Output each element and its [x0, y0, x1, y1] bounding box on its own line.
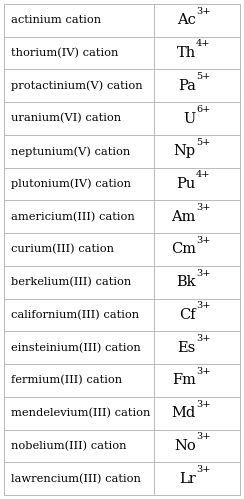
Text: actinium cation: actinium cation	[11, 15, 101, 25]
Text: 5+: 5+	[196, 72, 211, 81]
Text: 3+: 3+	[196, 367, 211, 376]
Text: 3+: 3+	[196, 465, 211, 474]
Text: Cm: Cm	[171, 243, 196, 256]
Text: thorium(IV) cation: thorium(IV) cation	[11, 48, 118, 58]
Text: Md: Md	[172, 406, 196, 420]
Text: 3+: 3+	[196, 236, 211, 245]
Text: 6+: 6+	[196, 105, 211, 114]
Text: berkelium(III) cation: berkelium(III) cation	[11, 277, 131, 287]
Text: 3+: 3+	[196, 432, 211, 441]
Text: Th: Th	[177, 46, 196, 60]
Text: Es: Es	[178, 341, 196, 355]
Text: 3+: 3+	[196, 203, 211, 212]
Text: 4+: 4+	[196, 39, 211, 48]
Text: 3+: 3+	[196, 268, 211, 277]
Text: Pa: Pa	[178, 79, 196, 93]
Text: 3+: 3+	[196, 334, 211, 343]
Text: No: No	[174, 439, 196, 453]
Text: U: U	[184, 112, 196, 126]
Text: 3+: 3+	[196, 6, 211, 15]
Text: lawrencium(III) cation: lawrencium(III) cation	[11, 474, 141, 484]
Text: plutonium(IV) cation: plutonium(IV) cation	[11, 179, 131, 189]
Text: 5+: 5+	[196, 138, 211, 147]
Text: neptunium(V) cation: neptunium(V) cation	[11, 146, 130, 157]
Text: americium(III) cation: americium(III) cation	[11, 212, 135, 222]
Text: Fm: Fm	[172, 373, 196, 387]
Text: Am: Am	[172, 210, 196, 224]
Text: Ac: Ac	[177, 13, 196, 27]
Text: californium(III) cation: californium(III) cation	[11, 310, 139, 320]
Text: fermium(III) cation: fermium(III) cation	[11, 375, 122, 386]
Text: Bk: Bk	[176, 275, 196, 289]
Text: nobelium(III) cation: nobelium(III) cation	[11, 441, 127, 451]
Text: 3+: 3+	[196, 301, 211, 310]
Text: Np: Np	[174, 144, 196, 158]
Text: 3+: 3+	[196, 400, 211, 409]
Text: curium(III) cation: curium(III) cation	[11, 245, 114, 254]
Text: Pu: Pu	[177, 177, 196, 191]
Text: protactinium(V) cation: protactinium(V) cation	[11, 80, 143, 91]
Text: mendelevium(III) cation: mendelevium(III) cation	[11, 408, 151, 418]
Text: 4+: 4+	[196, 170, 211, 179]
Text: Lr: Lr	[179, 472, 196, 486]
Text: Cf: Cf	[179, 308, 196, 322]
Text: uranium(VI) cation: uranium(VI) cation	[11, 113, 121, 124]
Text: einsteinium(III) cation: einsteinium(III) cation	[11, 342, 141, 353]
